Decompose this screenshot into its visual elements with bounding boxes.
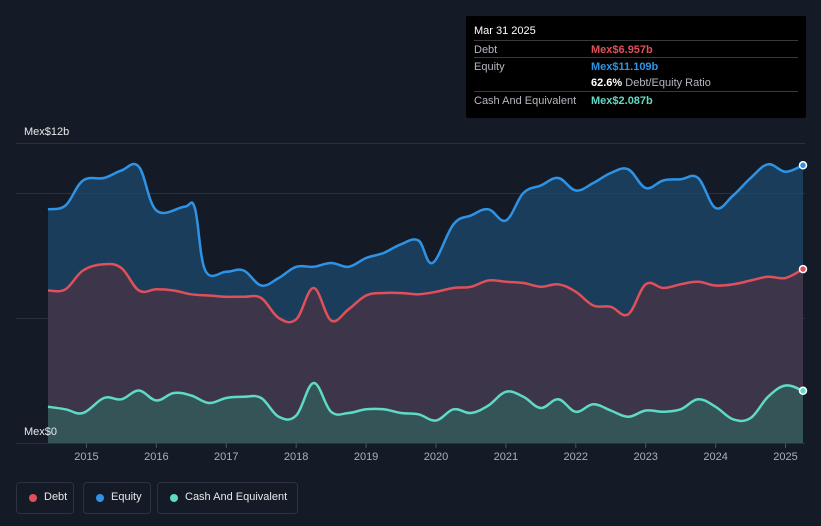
tooltip-ratio-number: 62.6% [591,77,623,89]
x-tick-label-2024: 2024 [703,451,727,463]
tooltip-equity-value: Mex$11.109b [591,61,659,73]
tooltip-cash-label: Cash And Equivalent [474,95,577,107]
x-tick-label-2025: 2025 [773,451,797,463]
equity-end-marker [798,161,808,170]
x-tick-label-2019: 2019 [354,451,378,463]
legend-cash-label: Cash And Equivalent [185,491,288,503]
legend-debt-label: Debt [44,491,68,503]
legend-item-cash[interactable]: Cash And Equivalent [157,482,298,514]
debt-end-marker [798,264,808,274]
x-axis-ticks: 2015 2016 2017 2018 2019 2020 2021 2022 2023 2024… [74,443,798,463]
legend-item-debt[interactable]: Debt [16,482,74,514]
legend-equity-dot-icon [96,494,104,502]
tooltip-cash-value: Mex$2.087b [591,95,653,107]
x-tick-label-2022: 2022 [564,451,588,463]
cash-and-equivalent-line [47,381,804,423]
tooltip-row-cash: Cash And Equivalent Mex$2.087b [474,91,798,109]
legend-cash-dot-icon [170,494,178,502]
tooltip-debt-label: Debt [474,44,498,56]
debt-line [47,262,804,324]
x-tick-label-2017: 2017 [214,451,238,463]
tooltip-equity-label: Equity [474,61,505,73]
tooltip-date: Mar 31 2025 [474,25,536,37]
tooltip-ratio-value: 62.6% Debt/Equity Ratio [591,77,711,89]
x-tick-label-2016: 2016 [144,451,168,463]
tooltip-row-equity: Equity Mex$11.109b [474,57,798,75]
legend-equity-label: Equity [111,491,142,503]
x-tick-label-2018: 2018 [284,451,308,463]
tooltip-row-debt: Debt Mex$6.957b [474,40,798,58]
data-tooltip: Mar 31 2025 Debt Mex$6.957b Equity Mex$1… [466,16,806,118]
cash-and-equivalent-end-marker [798,386,808,396]
x-tick-label-2020: 2020 [424,451,448,463]
tooltip-row-ratio: 62.6% Debt/Equity Ratio [474,74,798,91]
y-axis-top-label: Mex$12b [24,126,69,138]
legend-debt-dot-icon [29,494,37,502]
y-axis-bottom-label: Mex$0 [24,426,57,438]
legend-item-equity[interactable]: Equity [83,482,151,514]
x-tick-label-2023: 2023 [633,451,657,463]
x-tick-label-2021: 2021 [494,451,518,463]
x-tick-label-2015: 2015 [74,451,98,463]
tooltip-ratio-caption: Debt/Equity Ratio [622,77,711,89]
tooltip-debt-value: Mex$6.957b [591,44,653,56]
equity-line [47,162,804,287]
series-layer [47,161,808,443]
